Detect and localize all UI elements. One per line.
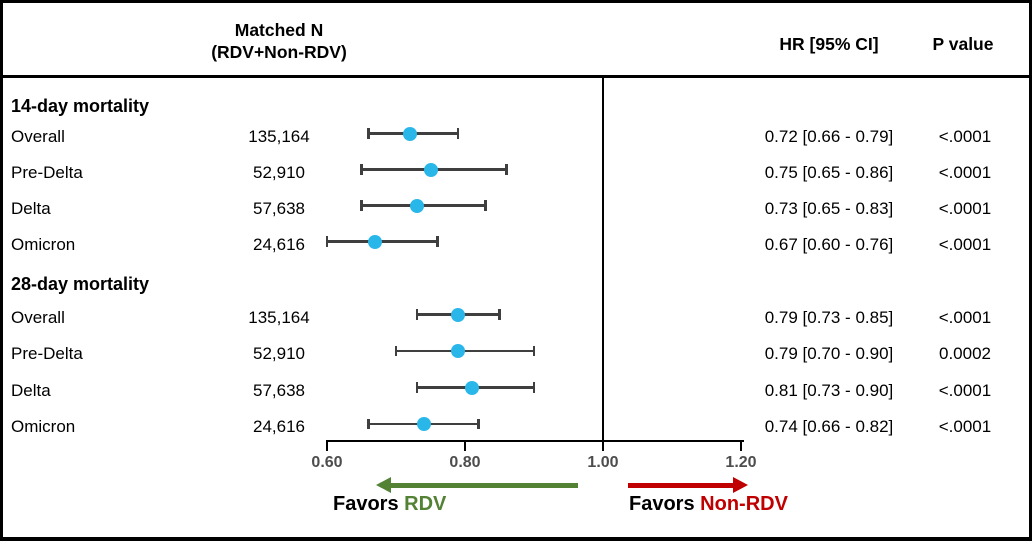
row-ci-cap-high [436, 236, 439, 247]
row-matched-n: 52,910 [253, 344, 305, 363]
favors-rdv-arrow-shaft [390, 483, 578, 488]
row-hr-ci-value: 0.79 [0.73 - 0.85] [764, 307, 894, 327]
column-header-hr-ci: HR [95% CI] [779, 34, 879, 54]
row-p-value: <.0001 [938, 198, 992, 218]
row-hr-marker [402, 126, 417, 141]
row-p-value: <.0001 [938, 162, 992, 182]
row-p-value: <.0001 [938, 380, 992, 400]
row-ci-cap-low [360, 200, 363, 211]
row-matched-n: 135,164 [248, 126, 310, 146]
x-tick [463, 441, 467, 451]
favors-rdv-arrow-icon [375, 477, 391, 493]
row-hr-ci-value: 0.74 [0.66 - 0.82] [764, 417, 894, 436]
section-header: 28-day mortality [11, 273, 150, 294]
row-ci-cap-high [532, 345, 536, 357]
column-header-p-value: P value [932, 34, 994, 54]
favors-rdv-label: Favors RDV [333, 492, 446, 516]
favors-non-rdv-label: Favors Non-RDV [629, 492, 788, 516]
row-label: Overall [11, 307, 65, 327]
row-matched-n: 24,616 [253, 417, 305, 436]
favors-non-rdv-prefix: Favors [629, 493, 695, 515]
row-p-value: <.0001 [938, 234, 992, 254]
row-hr-ci-value: 0.72 [0.66 - 0.79] [764, 126, 894, 146]
row-ci-cap-low [394, 345, 398, 357]
favors-non-rdv-arrow-shaft [628, 483, 734, 488]
x-axis-line [325, 439, 744, 443]
row-label: Pre-Delta [11, 344, 83, 363]
row-hr-ci-value: 0.79 [0.70 - 0.90] [764, 344, 894, 363]
row-label: Pre-Delta [11, 162, 83, 182]
x-tick [325, 441, 329, 451]
row-ci-cap-low [367, 128, 370, 139]
favors-non-rdv-target: Non-RDV [700, 493, 788, 515]
x-tick-label: 1.20 [725, 453, 757, 471]
row-hr-marker [416, 417, 431, 431]
reference-line-1.00 [601, 77, 605, 441]
x-tick [601, 441, 605, 451]
row-hr-ci-value: 0.75 [0.65 - 0.86] [764, 162, 894, 182]
row-ci-cap-high [484, 200, 487, 211]
x-tick-label: 0.60 [311, 453, 343, 471]
row-matched-n: 57,638 [253, 380, 305, 400]
row-ci-line [327, 240, 438, 243]
row-hr-marker [451, 307, 466, 322]
row-ci-cap-high [456, 128, 460, 139]
favors-rdv-prefix: Favors [333, 493, 399, 515]
row-ci-cap-low [360, 164, 363, 175]
row-label: Overall [11, 126, 65, 146]
header-separator-line [3, 75, 1029, 78]
section-header: 14-day mortality [11, 96, 150, 116]
row-hr-ci-value: 0.81 [0.73 - 0.90] [764, 380, 894, 400]
row-hr-marker [409, 198, 424, 213]
row-p-value: <.0001 [938, 126, 992, 146]
row-label: Omicron [11, 417, 76, 436]
row-ci-cap-low [415, 382, 419, 393]
row-label: Delta [11, 380, 51, 400]
row-hr-marker [368, 234, 383, 249]
column-header-matched-n: Matched N (RDV+Non-RDV) [179, 19, 379, 63]
row-matched-n: 57,638 [253, 198, 305, 218]
row-matched-n: 24,616 [253, 234, 305, 254]
row-hr-marker [451, 344, 466, 358]
row-ci-cap-low [325, 236, 329, 247]
favors-rdv-target: RDV [404, 493, 447, 515]
row-matched-n: 52,910 [253, 162, 305, 182]
x-tick-label: 1.00 [587, 453, 619, 471]
row-ci-cap-high [498, 309, 501, 320]
row-ci-cap-low [367, 418, 370, 430]
row-label: Delta [11, 198, 51, 218]
row-hr-ci-value: 0.67 [0.60 - 0.76] [764, 234, 894, 254]
favors-non-rdv-arrow-icon [733, 477, 748, 493]
column-header-matched-n-line1: Matched N [234, 20, 324, 40]
x-tick-label: 0.80 [449, 453, 481, 471]
column-header-matched-n-line2: (RDV+Non-RDV) [211, 42, 347, 62]
row-ci-cap-high [532, 382, 536, 393]
x-tick [739, 441, 743, 451]
row-p-value: <.0001 [938, 417, 992, 436]
row-p-value: 0.0002 [939, 344, 991, 363]
row-matched-n: 135,164 [248, 307, 310, 327]
row-ci-cap-low [415, 309, 419, 320]
row-hr-ci-value: 0.73 [0.65 - 0.83] [764, 198, 894, 218]
row-hr-marker [464, 380, 479, 395]
row-ci-cap-high [505, 164, 508, 175]
row-ci-cap-high [477, 418, 480, 430]
row-label: Omicron [11, 234, 76, 254]
row-p-value: <.0001 [938, 307, 992, 327]
row-hr-marker [423, 162, 438, 177]
